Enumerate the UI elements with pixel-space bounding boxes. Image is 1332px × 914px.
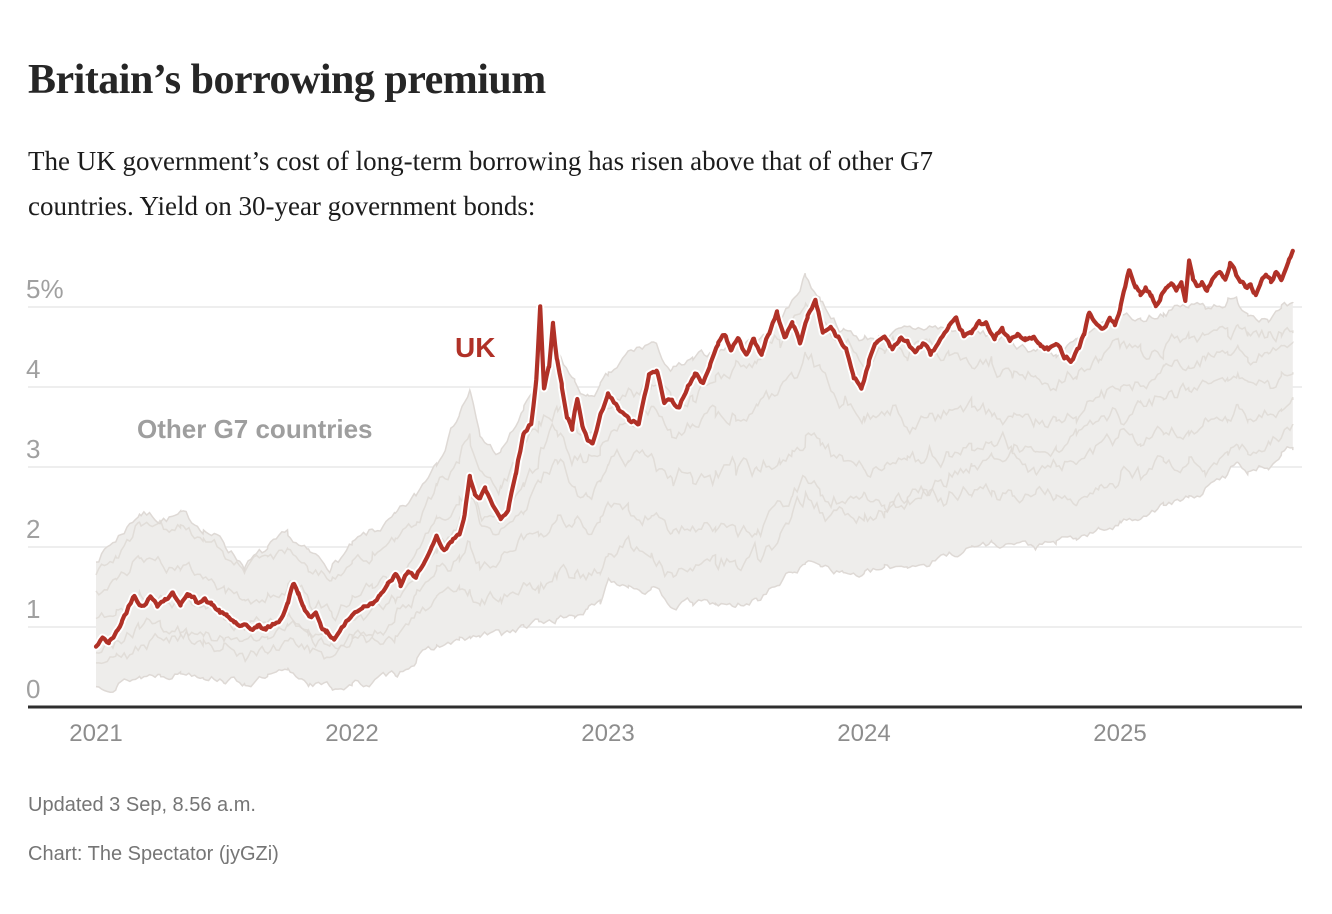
other-g7-band [95,273,1294,693]
bond-yield-line-chart: 0 1 2 3 4 5% 2021 2022 2023 2024 2025 UK Other G7 co… [26,246,1302,747]
x-axis-labels: 2021 2022 2023 2024 2025 [69,720,1146,747]
x-tick-label-2021: 2021 [69,720,122,747]
updated-timestamp: Updated 3 Sep, 8.56 a.m. [28,794,256,816]
chart-footer: Updated 3 Sep, 8.56 a.m. Chart: The Spec… [28,793,279,866]
chart-subtitle-line2: countries. Yield on 30-year government b… [28,191,536,221]
uk-series [92,246,1297,651]
y-tick-label-0: 0 [26,674,40,704]
other-g7-country-line [95,301,1294,582]
y-tick-label-2: 2 [26,514,40,544]
x-tick-label-2025: 2025 [1093,720,1146,747]
x-tick-label-2024: 2024 [837,720,890,747]
other-g7-country-line [95,396,1294,654]
chart-plot-area: 0 1 2 3 4 5% 2021 2022 2023 2024 2025 UK Other G7 co… [0,228,1332,768]
y-axis-labels: 0 1 2 3 4 5% [26,274,64,704]
y-tick-label-4: 4 [26,354,40,384]
other-g7-country-line [96,423,1294,665]
y-tick-label-3: 3 [26,434,40,464]
y-tick-label-5: 5% [26,274,64,304]
uk-series-label: UK [455,332,495,363]
chart-subtitle-line1: The UK government’s cost of long-term bo… [28,146,934,176]
chart-subtitle: The UK government’s cost of long-term bo… [28,139,1308,229]
page-title: Britain’s borrowing premium [28,57,546,104]
source-credit: Chart: The Spectator (jyGZi) [28,843,279,865]
x-tick-label-2023: 2023 [581,720,634,747]
x-tick-label-2022: 2022 [325,720,378,747]
uk-line [93,248,1295,649]
other-g7-band-min-line [95,445,1294,693]
other-g7-country-line [95,370,1294,642]
y-tick-label-1: 1 [26,594,40,624]
other-g7-band-fill [96,273,1293,693]
other-g7-series-label: Other G7 countries [137,414,373,444]
